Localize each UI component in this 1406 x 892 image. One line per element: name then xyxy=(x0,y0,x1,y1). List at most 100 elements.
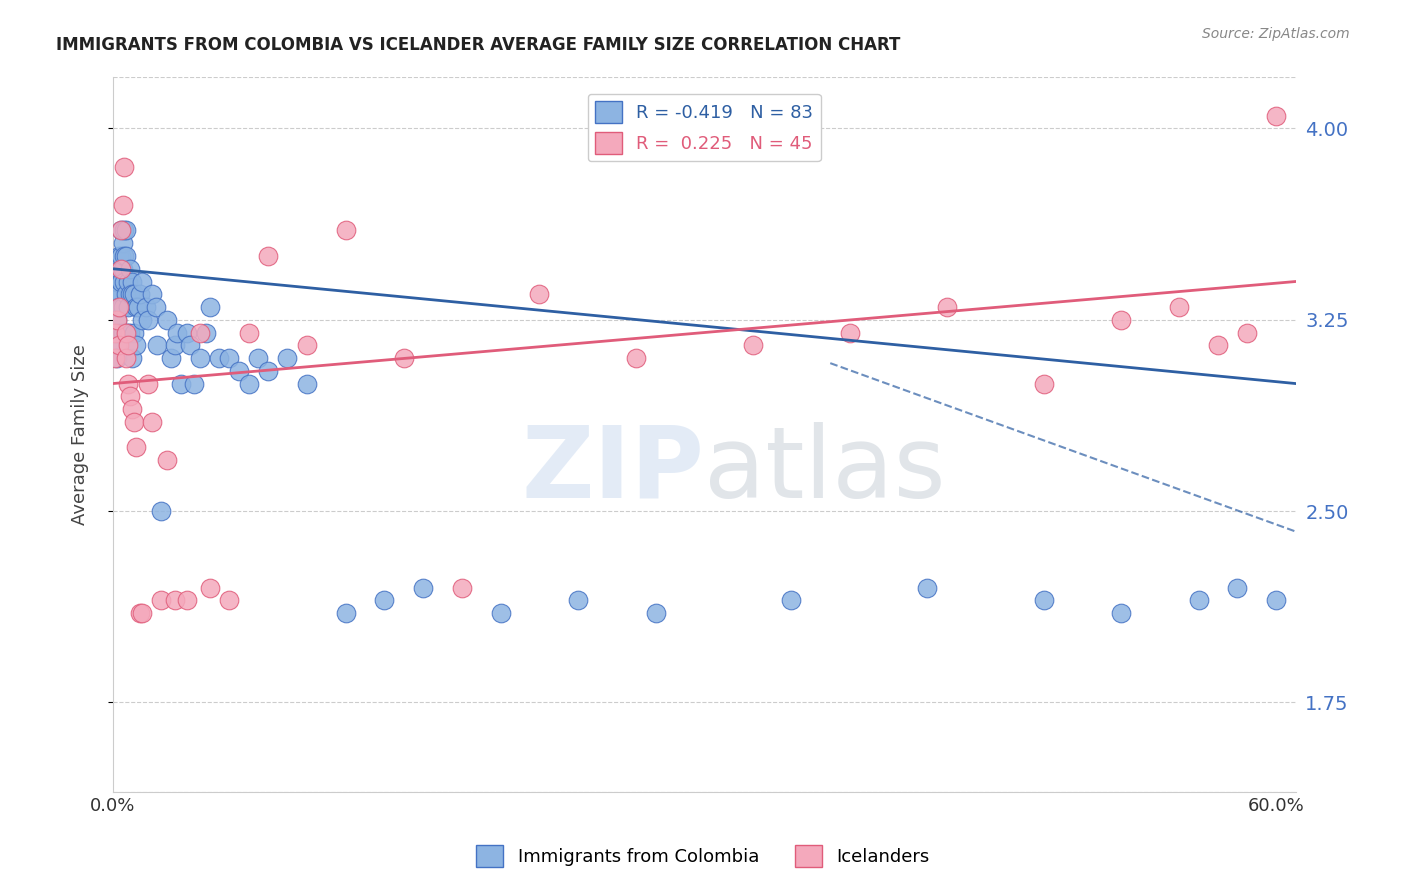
Point xyxy=(1032,376,1054,391)
Point xyxy=(179,338,201,352)
Point xyxy=(107,249,129,263)
Point xyxy=(188,326,211,340)
Point xyxy=(111,326,134,340)
Point xyxy=(105,275,128,289)
Point xyxy=(114,223,136,237)
Point xyxy=(115,249,138,263)
Point xyxy=(125,300,148,314)
Point xyxy=(529,287,551,301)
Point xyxy=(115,326,138,340)
Point xyxy=(127,300,149,314)
Point xyxy=(450,581,472,595)
Point xyxy=(136,312,159,326)
Y-axis label: Average Family Size: Average Family Size xyxy=(72,344,89,525)
Point xyxy=(163,338,186,352)
Point xyxy=(780,593,803,607)
Point xyxy=(626,351,648,365)
Point xyxy=(105,312,128,326)
Point xyxy=(104,326,127,340)
Point xyxy=(1109,606,1132,620)
Point xyxy=(131,275,153,289)
Point xyxy=(141,415,163,429)
Point xyxy=(1236,326,1258,340)
Point xyxy=(160,351,183,365)
Point xyxy=(110,249,132,263)
Point xyxy=(163,593,186,607)
Point xyxy=(105,312,128,326)
Point xyxy=(111,300,134,314)
Point xyxy=(218,351,240,365)
Point xyxy=(198,581,221,595)
Point xyxy=(107,261,129,276)
Point xyxy=(150,593,173,607)
Point xyxy=(117,326,139,340)
Point xyxy=(114,160,136,174)
Legend: R = -0.419   N = 83, R =  0.225   N = 45: R = -0.419 N = 83, R = 0.225 N = 45 xyxy=(588,94,821,161)
Point xyxy=(228,364,250,378)
Point xyxy=(129,606,152,620)
Point xyxy=(295,338,318,352)
Point xyxy=(218,593,240,607)
Point xyxy=(110,223,132,237)
Point xyxy=(1032,593,1054,607)
Point xyxy=(122,415,145,429)
Point xyxy=(1226,581,1249,595)
Point xyxy=(567,593,589,607)
Point xyxy=(105,300,128,314)
Point xyxy=(208,351,231,365)
Point xyxy=(373,593,395,607)
Point xyxy=(111,261,134,276)
Point xyxy=(166,326,188,340)
Point xyxy=(114,275,136,289)
Point xyxy=(120,287,142,301)
Point xyxy=(295,376,318,391)
Point xyxy=(107,326,129,340)
Point xyxy=(104,300,127,314)
Point xyxy=(117,300,139,314)
Point xyxy=(120,261,142,276)
Point xyxy=(238,376,260,391)
Point xyxy=(238,326,260,340)
Point xyxy=(104,351,127,365)
Point xyxy=(104,287,127,301)
Point xyxy=(107,300,129,314)
Point xyxy=(141,287,163,301)
Point xyxy=(146,338,169,352)
Point xyxy=(121,351,143,365)
Point xyxy=(915,581,938,595)
Point xyxy=(194,326,217,340)
Point xyxy=(335,606,357,620)
Point xyxy=(121,402,143,417)
Point xyxy=(111,236,134,251)
Point xyxy=(392,351,415,365)
Point xyxy=(121,275,143,289)
Point xyxy=(129,287,152,301)
Point xyxy=(111,198,134,212)
Point xyxy=(198,300,221,314)
Point xyxy=(1109,312,1132,326)
Point xyxy=(135,300,157,314)
Point xyxy=(257,364,280,378)
Point xyxy=(110,261,132,276)
Point xyxy=(489,606,512,620)
Point xyxy=(183,376,205,391)
Point xyxy=(156,312,179,326)
Point xyxy=(1265,109,1288,123)
Point xyxy=(176,593,198,607)
Point xyxy=(412,581,434,595)
Point xyxy=(107,338,129,352)
Point xyxy=(120,389,142,403)
Text: Source: ZipAtlas.com: Source: ZipAtlas.com xyxy=(1202,27,1350,41)
Point xyxy=(120,326,142,340)
Point xyxy=(1168,300,1191,314)
Point xyxy=(188,351,211,365)
Text: atlas: atlas xyxy=(704,422,946,519)
Point xyxy=(115,351,138,365)
Text: ZIP: ZIP xyxy=(522,422,704,519)
Point xyxy=(105,351,128,365)
Point xyxy=(335,223,357,237)
Point xyxy=(1265,593,1288,607)
Point xyxy=(176,326,198,340)
Point xyxy=(131,606,153,620)
Point xyxy=(741,338,763,352)
